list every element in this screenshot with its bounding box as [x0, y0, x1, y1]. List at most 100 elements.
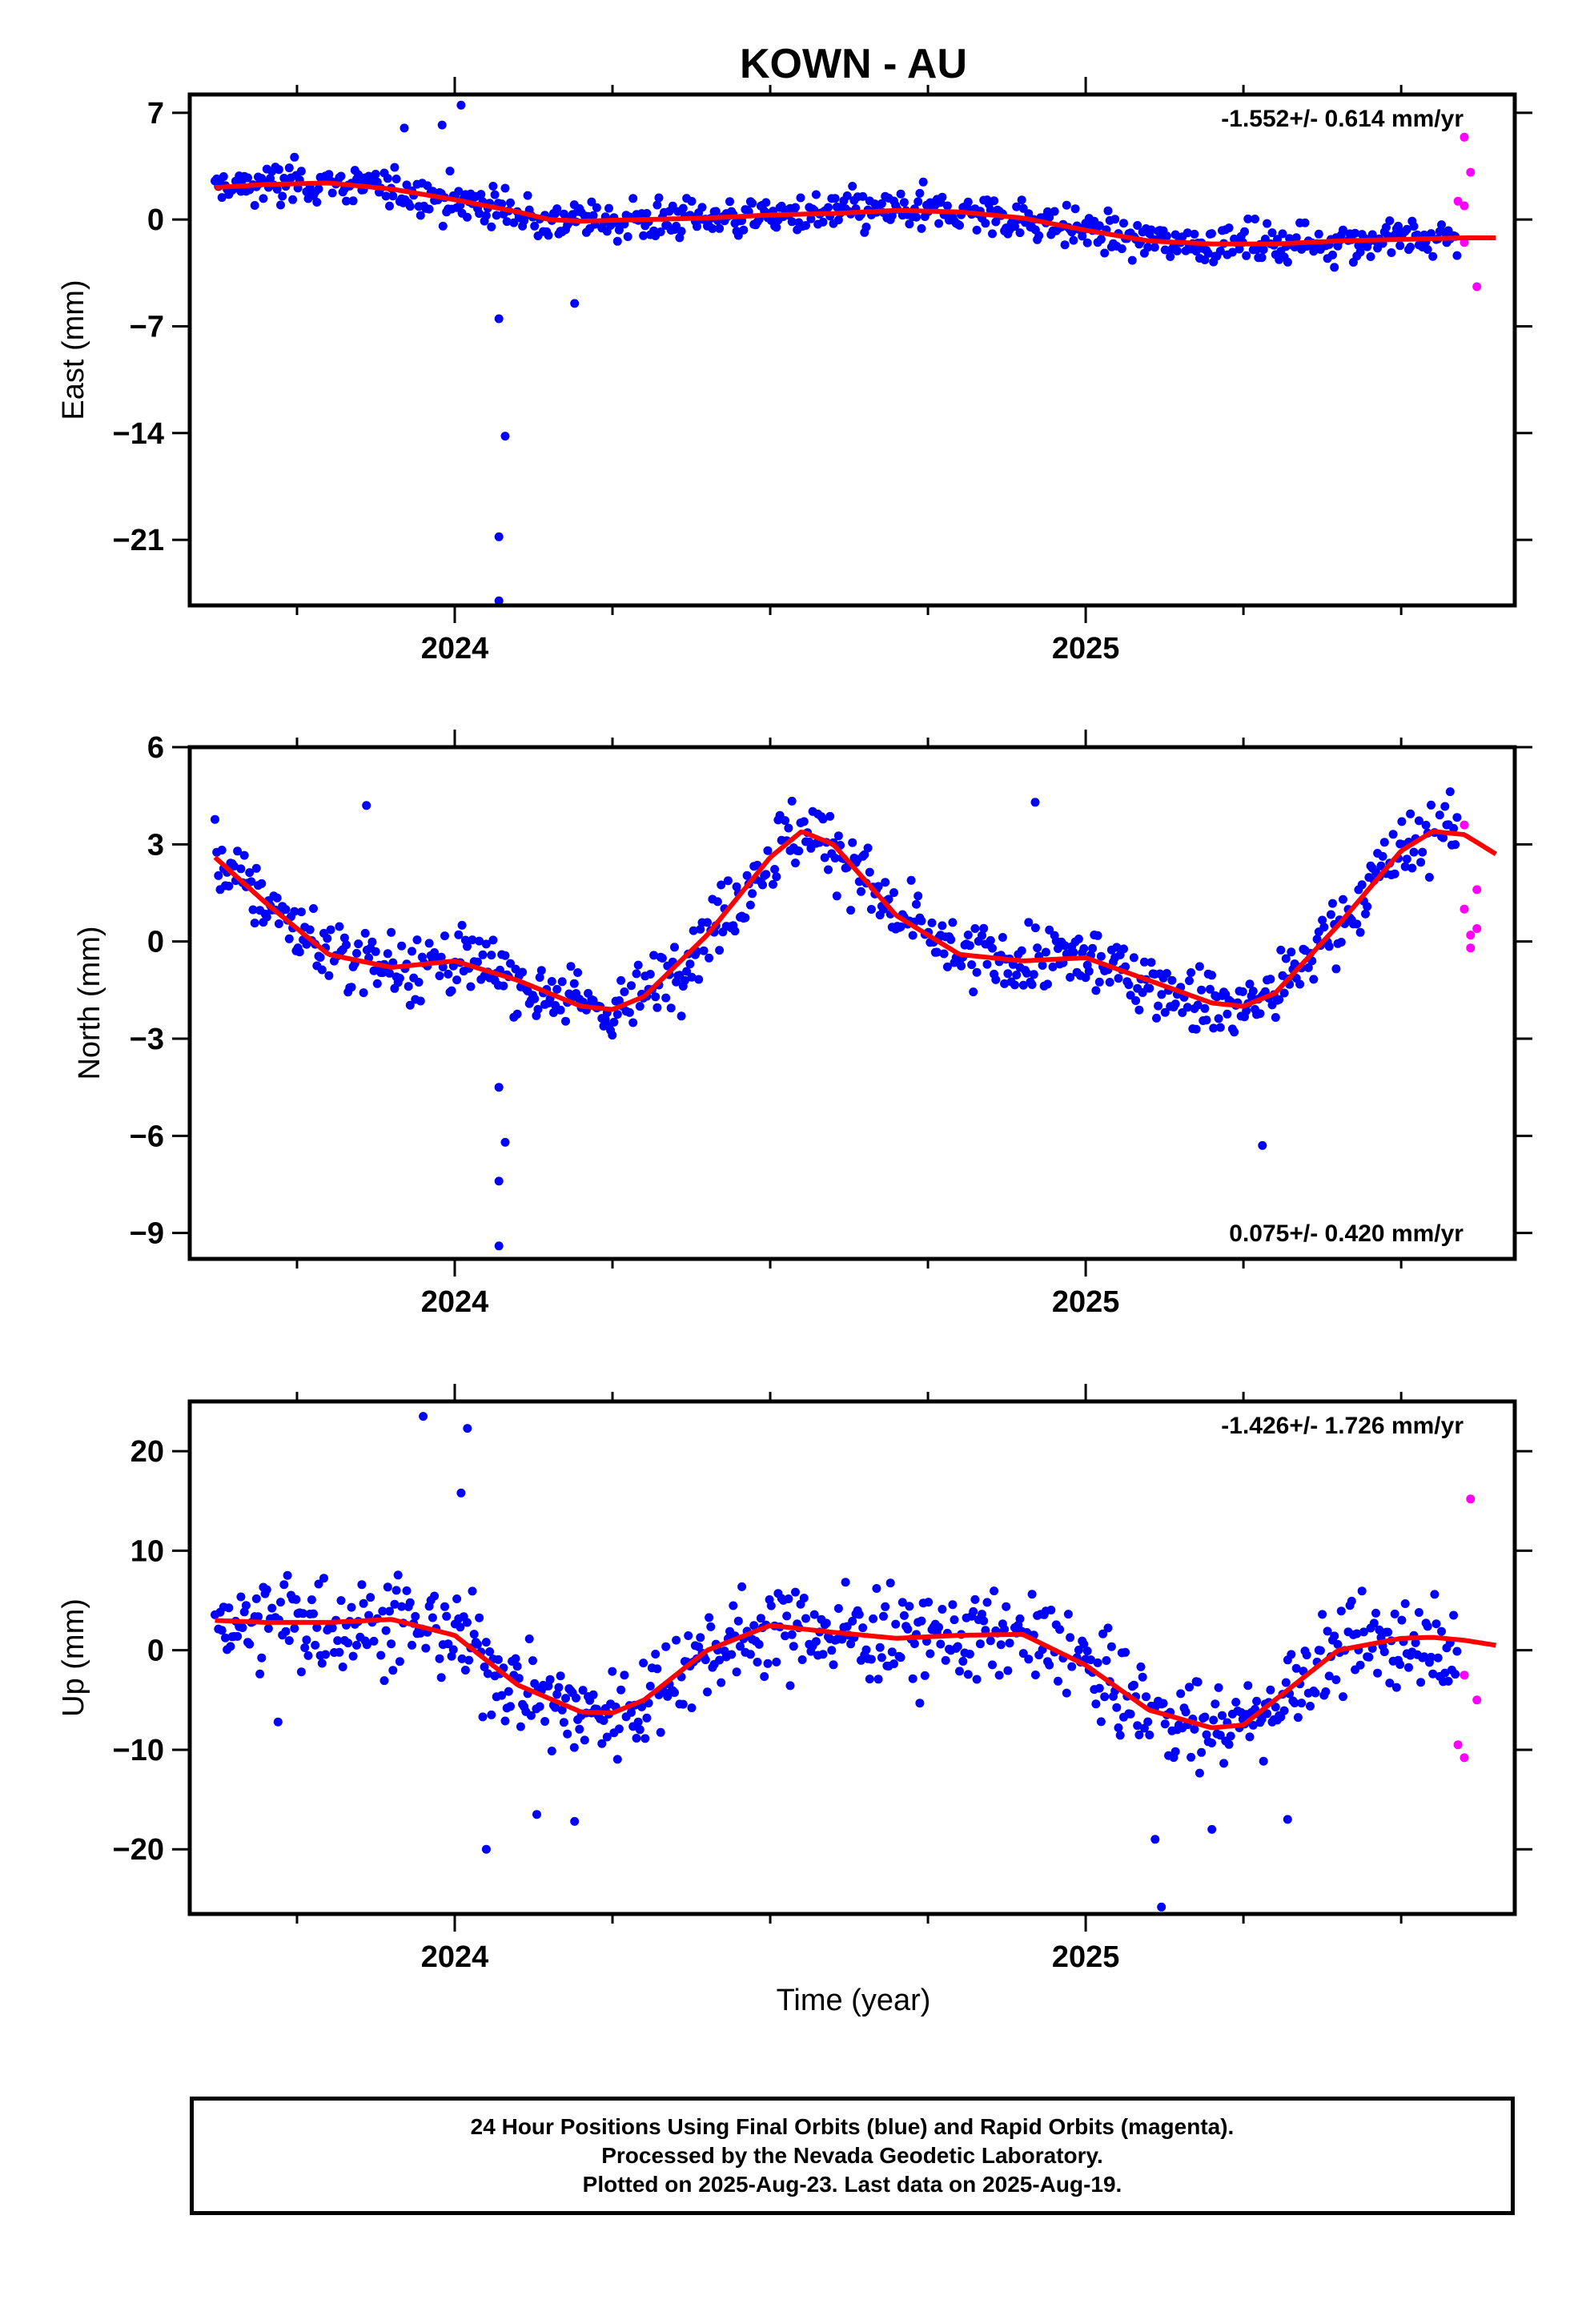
final-orbit-point — [570, 299, 580, 308]
final-orbit-point — [1082, 238, 1092, 247]
final-orbit-point — [1067, 1662, 1077, 1671]
final-orbit-point — [1069, 947, 1078, 957]
final-orbit-point — [1131, 996, 1141, 1005]
final-orbit-point — [404, 982, 413, 991]
final-orbit-point — [323, 934, 332, 943]
final-orbit-point — [494, 1241, 504, 1251]
final-orbit-point — [556, 1005, 565, 1015]
final-orbit-point — [408, 1640, 416, 1650]
rapid-orbit-point — [1460, 132, 1469, 142]
final-orbit-point — [1162, 969, 1171, 978]
final-orbit-point — [913, 197, 923, 207]
x-tick-label: 2025 — [1052, 1940, 1120, 1974]
final-orbit-point — [1203, 248, 1213, 258]
final-orbit-point — [1424, 873, 1434, 882]
final-orbit-point — [1347, 1596, 1356, 1606]
final-orbit-point — [1018, 1649, 1028, 1659]
final-orbit-point — [1259, 1756, 1268, 1766]
final-orbit-point — [705, 953, 714, 963]
final-orbit-point — [274, 919, 283, 928]
final-orbit-point — [1041, 947, 1050, 957]
trend-fit-line — [215, 180, 1496, 247]
final-orbit-point — [1190, 1724, 1199, 1734]
final-orbit-point — [948, 918, 958, 927]
final-orbit-point — [769, 879, 777, 889]
final-orbit-point — [1248, 1720, 1258, 1730]
final-orbit-point — [1397, 1615, 1407, 1625]
final-orbit-point — [300, 1643, 310, 1652]
final-orbit-point — [463, 942, 472, 951]
final-orbit-point — [1421, 820, 1431, 830]
final-orbit-point — [1290, 1699, 1299, 1707]
final-orbit-point — [861, 1645, 871, 1655]
final-orbit-point — [233, 846, 243, 856]
final-orbit-point — [343, 1638, 353, 1648]
final-orbit-point — [324, 971, 334, 980]
final-orbit-point — [440, 1602, 449, 1611]
final-orbit-point — [741, 913, 750, 923]
final-orbit-point — [889, 1659, 898, 1669]
final-orbit-point — [1146, 225, 1156, 235]
final-orbit-point — [561, 1694, 570, 1703]
final-orbit-point — [972, 967, 982, 977]
final-orbit-point — [1096, 235, 1106, 244]
final-orbit-point — [263, 1624, 273, 1633]
final-orbit-point — [1449, 1610, 1459, 1620]
final-orbit-point — [311, 1640, 320, 1650]
final-orbit-point — [299, 1609, 308, 1618]
final-orbit-point — [430, 1591, 440, 1601]
final-orbit-point — [296, 167, 306, 176]
final-orbit-point — [748, 199, 757, 208]
final-orbit-point — [267, 1603, 277, 1613]
final-orbit-point — [1381, 223, 1391, 232]
final-orbit-point — [885, 1578, 895, 1588]
final-orbit-point — [761, 198, 771, 207]
final-orbit-point — [1406, 243, 1415, 251]
final-orbit-point — [1005, 1638, 1014, 1648]
final-orbit-point — [1319, 923, 1329, 932]
final-orbit-point — [1207, 1824, 1217, 1834]
final-orbit-point — [251, 863, 261, 873]
final-orbit-point — [1030, 1671, 1040, 1679]
final-orbit-point — [1060, 240, 1070, 250]
final-orbit-point — [1379, 838, 1389, 847]
final-orbit-point — [348, 196, 358, 206]
final-orbit-point — [732, 1667, 741, 1677]
final-orbit-point — [1414, 816, 1423, 826]
final-orbit-point — [570, 1816, 580, 1826]
final-orbit-point — [488, 935, 498, 945]
final-orbit-point — [1235, 244, 1244, 254]
final-orbit-point — [661, 993, 671, 1003]
final-orbit-point — [1145, 1731, 1154, 1739]
final-orbit-point — [1267, 228, 1277, 238]
x-axis-label: Time (year) — [777, 1984, 931, 2017]
final-orbit-point — [219, 172, 228, 181]
final-orbit-point — [938, 1605, 947, 1614]
rapid-orbit-point — [1472, 1695, 1482, 1705]
final-orbit-point — [1038, 961, 1047, 970]
final-orbit-point — [846, 906, 856, 915]
final-orbit-point — [352, 948, 361, 958]
final-orbit-point — [1093, 931, 1102, 940]
final-orbit-point — [1333, 1639, 1343, 1649]
final-orbit-point — [279, 1580, 289, 1590]
final-orbit-point — [1383, 1627, 1393, 1637]
final-orbit-point — [1045, 1660, 1054, 1670]
y-tick-label: 7 — [147, 97, 164, 131]
final-orbit-point — [1084, 967, 1094, 976]
final-orbit-point — [957, 961, 966, 971]
final-orbit-point — [274, 165, 283, 175]
final-orbit-point — [887, 211, 897, 220]
final-orbit-point — [321, 1650, 331, 1659]
y-tick-label: 10 — [130, 1534, 164, 1568]
final-orbit-point — [926, 1649, 935, 1659]
final-orbit-point — [736, 1642, 745, 1651]
final-orbit-point — [494, 596, 504, 605]
final-orbit-point — [342, 196, 351, 206]
final-orbit-point — [506, 959, 515, 968]
final-orbit-point — [1385, 1679, 1395, 1688]
final-orbit-point — [789, 1642, 798, 1651]
final-orbit-point — [247, 877, 256, 887]
final-orbit-point — [272, 184, 282, 194]
final-orbit-point — [1195, 1768, 1204, 1778]
